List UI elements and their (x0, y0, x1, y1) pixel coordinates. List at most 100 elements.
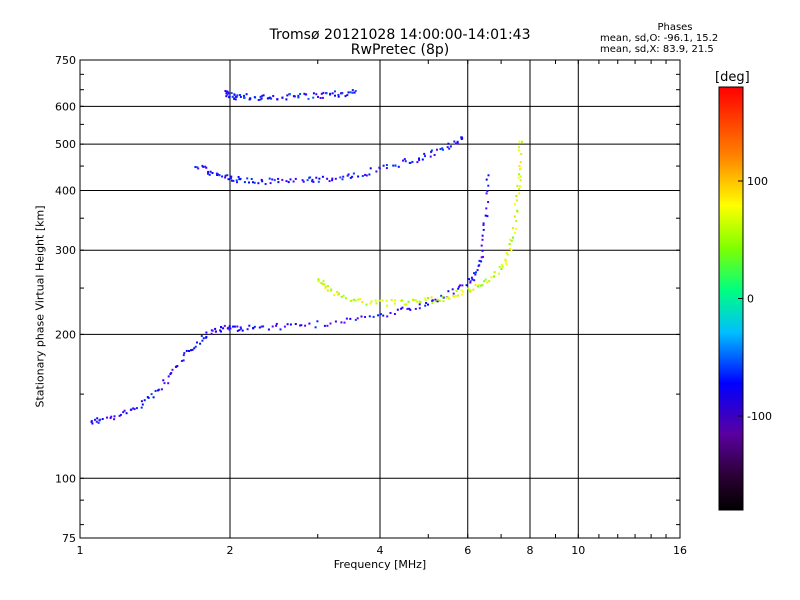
data-point (414, 299, 417, 301)
data-point (219, 329, 222, 332)
data-point (231, 95, 234, 98)
data-point (146, 396, 149, 399)
data-point (486, 215, 489, 218)
data-point (485, 178, 488, 181)
data-point (299, 324, 301, 327)
data-point (469, 289, 472, 292)
data-point (217, 173, 219, 176)
data-point (140, 406, 143, 409)
data-point (235, 179, 238, 182)
data-point (223, 324, 226, 327)
chart-subtitle: RwPretec (8p) (350, 42, 450, 58)
data-point (162, 379, 165, 382)
data-point (304, 324, 307, 327)
data-point (331, 92, 334, 95)
data-point (504, 261, 507, 264)
data-point (346, 174, 349, 177)
data-point (458, 285, 460, 288)
data-point (314, 326, 317, 329)
data-point (446, 146, 449, 149)
data-point (260, 97, 263, 100)
data-point (236, 325, 239, 328)
data-point (393, 313, 396, 315)
data-point (518, 192, 521, 195)
data-point (481, 234, 484, 237)
data-point (268, 97, 271, 100)
data-point (220, 326, 222, 328)
data-point (190, 349, 192, 352)
data-point (140, 400, 143, 403)
data-point (321, 175, 324, 178)
data-point (438, 299, 441, 302)
y-tick-label: 400 (55, 184, 76, 197)
data-point (248, 324, 251, 327)
data-point (498, 266, 501, 268)
data-point (330, 288, 333, 291)
data-point (514, 227, 517, 230)
data-point (509, 247, 512, 250)
data-point (519, 161, 522, 164)
data-point (322, 280, 325, 283)
data-point (440, 294, 443, 297)
data-point (273, 179, 276, 182)
data-point (518, 140, 521, 143)
data-point (167, 375, 170, 378)
data-point (207, 170, 210, 173)
data-point (369, 167, 372, 170)
data-point (474, 283, 477, 286)
data-point (442, 296, 445, 299)
data-point (243, 181, 246, 184)
data-point (267, 97, 269, 100)
data-point (476, 269, 479, 272)
data-point (230, 177, 232, 180)
data-point (347, 173, 350, 176)
data-point (385, 164, 388, 166)
data-point (431, 299, 434, 302)
data-point (301, 179, 304, 182)
data-point (299, 93, 302, 95)
data-point (406, 307, 409, 310)
data-point (361, 175, 364, 177)
data-point (501, 265, 504, 268)
data-point (340, 321, 343, 324)
data-point (349, 176, 352, 179)
data-point (449, 145, 452, 148)
data-point (303, 92, 306, 95)
data-point (286, 323, 289, 326)
data-point (490, 276, 493, 279)
data-point (245, 93, 248, 96)
data-point (518, 168, 521, 171)
data-point (248, 181, 250, 184)
data-point (249, 97, 252, 100)
data-point (316, 320, 319, 323)
data-point (174, 365, 177, 368)
data-point (341, 92, 344, 94)
data-point (209, 170, 212, 173)
x-tick-label: 16 (673, 544, 687, 557)
data-point (517, 149, 520, 152)
data-point (473, 272, 475, 275)
data-point (90, 420, 93, 423)
data-point (454, 295, 457, 297)
data-point (287, 181, 290, 184)
data-point (354, 90, 357, 92)
data-point (517, 176, 520, 179)
data-point (122, 411, 125, 414)
data-point (441, 147, 444, 150)
x-tick-label: 2 (227, 544, 234, 557)
data-point (452, 292, 455, 295)
data-point (378, 166, 381, 169)
data-point (323, 283, 326, 286)
data-point (519, 185, 521, 188)
data-point (493, 275, 496, 278)
data-point (516, 209, 519, 212)
data-point (233, 93, 236, 96)
data-point (257, 99, 260, 101)
data-point (202, 337, 205, 340)
data-point (370, 300, 373, 303)
data-point (375, 170, 378, 173)
data-point (423, 152, 426, 155)
data-point (460, 293, 463, 296)
data-point (275, 322, 278, 325)
data-point (456, 140, 459, 143)
